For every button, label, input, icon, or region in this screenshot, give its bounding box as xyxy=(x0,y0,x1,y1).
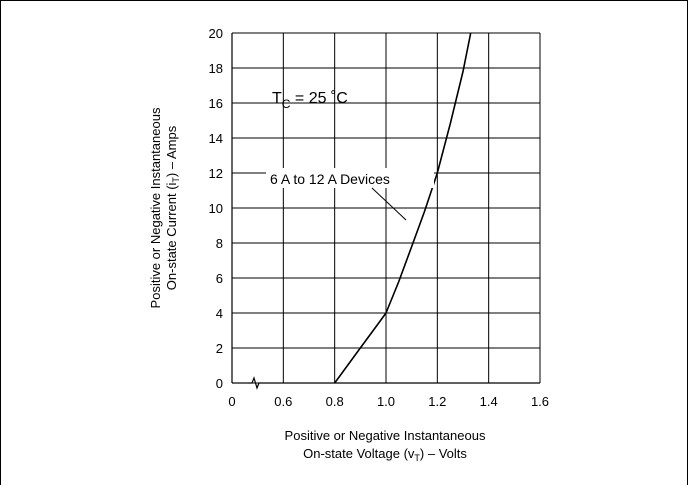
x-tick-label: 0.6 xyxy=(274,394,292,409)
x-axis-label-line2: On-state Voltage (vT) – Volts xyxy=(303,446,467,463)
x-tick-label: 1.6 xyxy=(531,394,549,409)
x-tick-label: 1.4 xyxy=(480,394,498,409)
x-tick-label: 0 xyxy=(228,394,235,409)
y-tick-label: 16 xyxy=(209,96,223,111)
y-tick-label: 8 xyxy=(216,236,223,251)
y-tick-label: 10 xyxy=(209,201,223,216)
x-tick-label: 1.0 xyxy=(377,394,395,409)
x-axis-label-line1: Positive or Negative Instantaneous xyxy=(285,428,486,443)
y-tick-label: 0 xyxy=(216,376,223,391)
y-tick-label: 4 xyxy=(216,306,223,321)
y-tick-label: 6 xyxy=(216,271,223,286)
axes xyxy=(231,33,540,390)
x-axis-break-symbol xyxy=(248,376,262,390)
y-tick-label: 12 xyxy=(209,166,223,181)
x-tick-label: 0.8 xyxy=(326,394,344,409)
series-annotation: 6 A to 12 A Devices xyxy=(270,171,390,187)
tick-labels: 0 2 4 6 8 10 12 14 16 18 20 0 0.6 0.8 1.0 1.2 1.4 1.6 xyxy=(209,26,550,409)
y-tick-label: 18 xyxy=(209,61,223,76)
grid-lines xyxy=(232,32,541,384)
y-tick-label: 14 xyxy=(209,131,223,146)
y-axis-label-line2: On-state Current (iT) – Amps xyxy=(164,125,181,290)
y-tick-label: 20 xyxy=(209,26,223,41)
data-series xyxy=(334,32,472,384)
series-annotation-leader xyxy=(371,187,407,221)
series-annotation-bg xyxy=(266,168,434,188)
y-tick-label: 2 xyxy=(216,341,223,356)
x-tick-label: 1.2 xyxy=(428,394,446,409)
series-line xyxy=(334,32,472,384)
temperature-annotation: TC = 25 ˚C xyxy=(272,90,348,111)
y-axis-label-line1: Positive or Negative Instantaneous xyxy=(148,107,163,308)
